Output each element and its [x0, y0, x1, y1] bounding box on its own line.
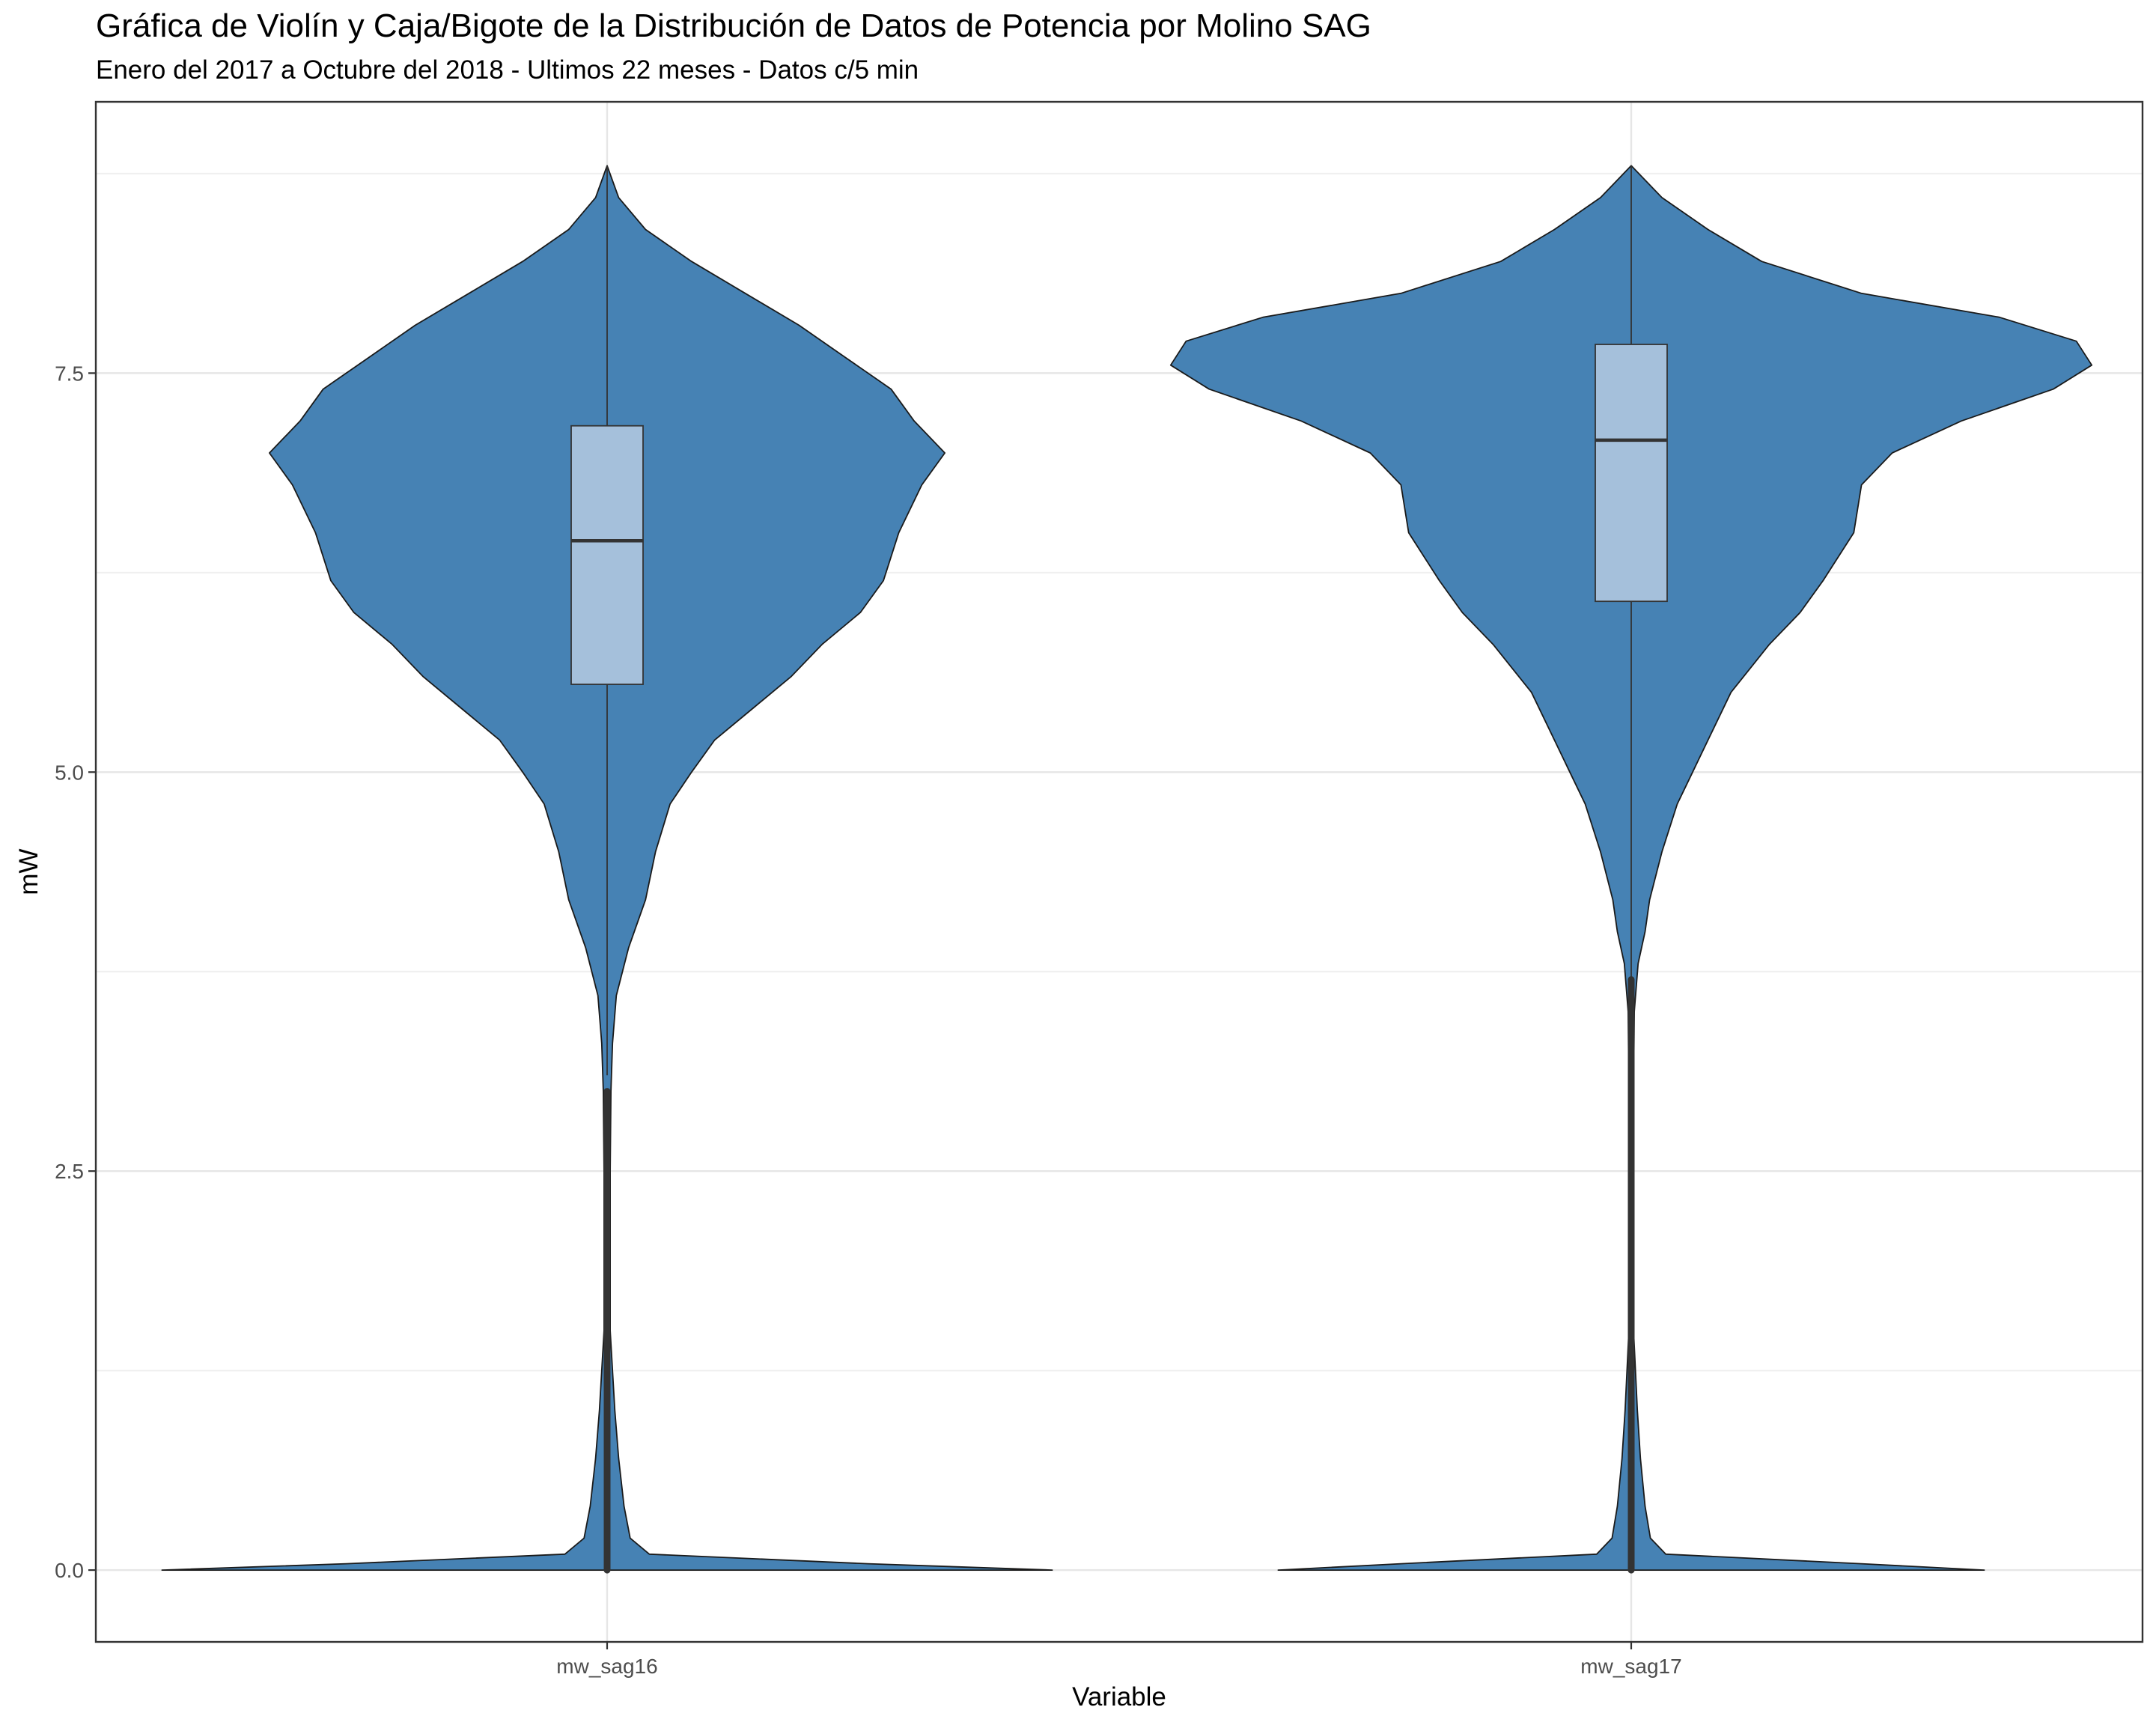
panel-border [94, 100, 2144, 1643]
y-tick-label: 5.0 [55, 761, 84, 784]
chart-title: Gráfica de Violín y Caja/Bigote de la Di… [96, 7, 1371, 44]
x-tick-label: mw_sag16 [556, 1655, 657, 1678]
x-axis-title: Variable [1072, 1682, 1166, 1712]
y-tick-label: 0.0 [55, 1559, 84, 1582]
x-tick-label: mw_sag17 [1580, 1655, 1681, 1678]
y-axis-title: mW [14, 848, 43, 895]
box-mw_sag16 [570, 425, 644, 685]
box-mw_sag17 [1595, 344, 1668, 603]
y-tick-label: 7.5 [55, 362, 84, 385]
chart-subtitle: Enero del 2017 a Octubre del 2018 - Ulti… [96, 55, 919, 85]
y-tick-label: 2.5 [55, 1160, 84, 1183]
